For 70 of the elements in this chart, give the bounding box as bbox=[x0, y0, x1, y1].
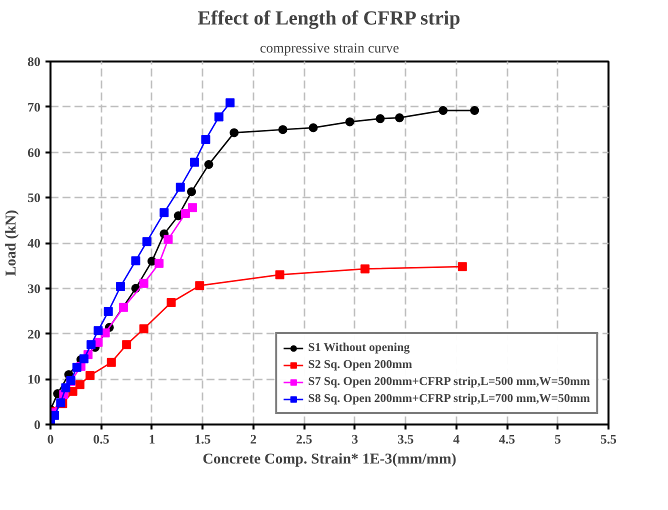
point bbox=[345, 117, 354, 126]
x-tick-label: 2.5 bbox=[296, 432, 313, 446]
point bbox=[139, 324, 148, 334]
x-tick-label: 4 bbox=[453, 432, 460, 446]
y-tick-label: 20 bbox=[28, 326, 40, 342]
y-tick-label: 0 bbox=[34, 417, 40, 432]
point bbox=[190, 158, 200, 167]
point bbox=[75, 380, 84, 390]
y-tick-label: 10 bbox=[28, 372, 40, 387]
point bbox=[154, 258, 164, 268]
point bbox=[72, 362, 82, 372]
x-tick-label: 3 bbox=[352, 432, 359, 446]
point bbox=[94, 326, 103, 336]
point bbox=[86, 340, 96, 350]
legend-label: S2 Sq. Open 200mm bbox=[308, 357, 412, 372]
point bbox=[230, 128, 239, 138]
legend-label: S7 Sq. Open 200mm+CFRP strip,L=500 mm,W=50mm bbox=[308, 374, 590, 389]
point bbox=[395, 113, 404, 122]
point bbox=[104, 307, 113, 316]
point bbox=[226, 98, 235, 108]
point bbox=[139, 278, 148, 288]
point bbox=[122, 340, 132, 350]
point bbox=[164, 234, 173, 244]
x-tick-label: 1 bbox=[148, 432, 156, 446]
point bbox=[187, 187, 196, 196]
legend-label: S1 Without opening bbox=[308, 340, 410, 355]
point bbox=[308, 123, 318, 132]
x-tick-label: 1.5 bbox=[194, 432, 212, 446]
point bbox=[278, 125, 288, 134]
y-tick-label: 30 bbox=[28, 280, 40, 296]
point bbox=[458, 262, 467, 272]
x-tick-label: 5 bbox=[554, 432, 562, 446]
point bbox=[116, 282, 126, 292]
point bbox=[160, 208, 169, 218]
y-tick-label: 40 bbox=[28, 236, 40, 250]
point bbox=[438, 106, 448, 115]
point bbox=[360, 264, 370, 274]
x-tick-label: 3.5 bbox=[397, 432, 414, 446]
point bbox=[376, 114, 385, 124]
point bbox=[180, 209, 190, 218]
x-tick-label: 4.5 bbox=[498, 432, 516, 446]
point bbox=[214, 112, 224, 122]
x-tick-label: 2 bbox=[250, 432, 257, 446]
x-axis-title: Concrete Comp. Strain* 1E-3(mm/mm) bbox=[202, 452, 456, 468]
chart-title: Effect of Length of CFRP strip bbox=[198, 8, 460, 30]
point bbox=[275, 270, 284, 280]
point bbox=[176, 182, 185, 192]
x-tick-label: 5.5 bbox=[600, 432, 618, 446]
y-tick-label: 60 bbox=[28, 144, 40, 160]
point bbox=[166, 298, 176, 307]
point bbox=[61, 383, 70, 392]
point bbox=[142, 237, 152, 246]
point bbox=[106, 358, 116, 367]
y-tick-label: 70 bbox=[28, 99, 40, 114]
point bbox=[470, 106, 480, 115]
point bbox=[201, 135, 210, 144]
y-tick-label: 50 bbox=[28, 190, 40, 206]
text: compressive strain curve bbox=[260, 42, 400, 56]
point bbox=[119, 302, 128, 312]
point bbox=[79, 354, 88, 364]
legend-label: S8 Sq. Open 200mm+CFRP strip,L=700 mm,W=50mm bbox=[308, 391, 590, 406]
point bbox=[188, 203, 198, 212]
y-tick-label: 80 bbox=[28, 54, 40, 69]
point bbox=[204, 160, 214, 169]
y-axis-title: Load (kN) bbox=[4, 210, 20, 276]
x-tick-label: 0.5 bbox=[93, 432, 110, 446]
point bbox=[195, 281, 204, 290]
x-tick-label: 0 bbox=[47, 432, 54, 446]
point bbox=[131, 256, 140, 266]
point bbox=[86, 370, 95, 380]
